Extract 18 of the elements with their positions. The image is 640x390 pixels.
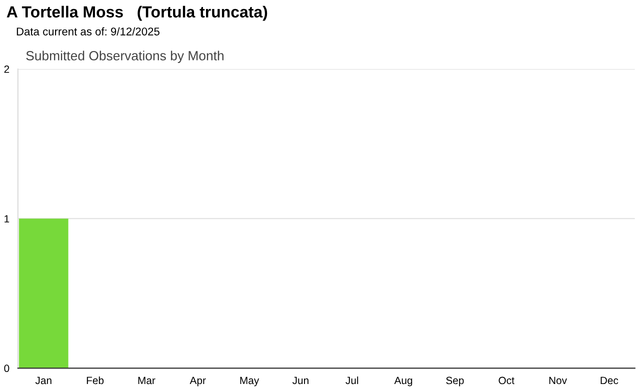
x-tick-label: Aug: [394, 376, 412, 386]
x-tick-label: Jul: [346, 376, 358, 384]
x-tick-label: Mar: [138, 376, 156, 384]
x-tick-label: Jun: [292, 376, 308, 384]
x-tick-label: Jan: [35, 376, 52, 384]
x-tick-label: Dec: [600, 376, 618, 384]
chart-title: A Tortella Moss (Tortula truncata): [6, 6, 268, 21]
y-tick-label: 2: [4, 66, 10, 73]
text: Submitted Observations by Month: [26, 50, 224, 63]
x-tick-label: Apr: [190, 376, 206, 386]
x-tick-label: May: [240, 376, 260, 386]
x-tick-label: Sep: [446, 376, 464, 386]
y-tick-label: 1: [4, 215, 10, 222]
x-tick-label: Feb: [86, 376, 104, 384]
chart-subtitle: Data current as of: 9/12/2025: [16, 27, 160, 36]
x-tick-label: Oct: [498, 376, 514, 384]
y-tick-label: 0: [4, 364, 10, 372]
x-tick-label: Nov: [549, 376, 567, 384]
